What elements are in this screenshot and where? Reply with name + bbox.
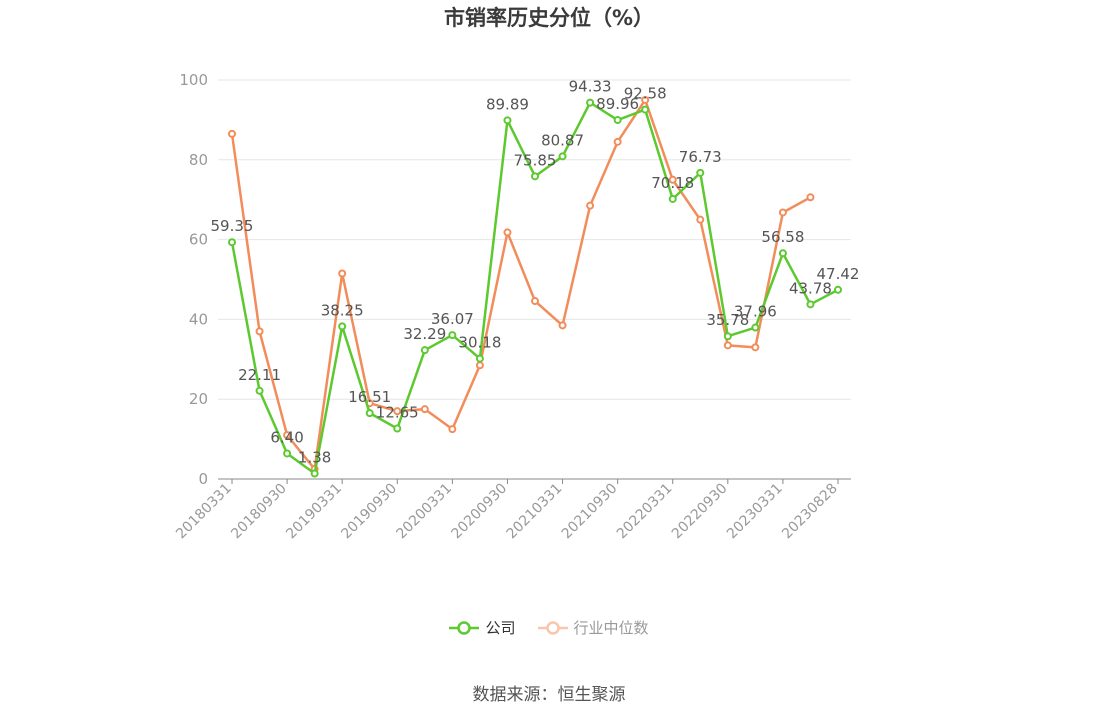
- company-data-point: [531, 172, 539, 181]
- company-data-label: 30.18: [458, 334, 501, 352]
- company-data-point: [228, 238, 236, 247]
- company-data-point: [310, 469, 319, 478]
- company-data-label: 32.29: [403, 325, 446, 343]
- x-tick-label: 20210331: [504, 481, 566, 543]
- company-data-label: 6.40: [270, 428, 303, 446]
- x-tick-label: 20230331: [724, 481, 786, 543]
- industry-data-point: [228, 129, 236, 138]
- company-data-label: 80.87: [541, 131, 584, 149]
- legend-industry-line-icon: [537, 620, 568, 635]
- company-data-point: [696, 168, 705, 177]
- industry-data-point: [531, 297, 539, 306]
- industry-data-point: [641, 95, 650, 104]
- company-data-label: 59.35: [211, 217, 254, 235]
- company-data-point: [393, 424, 402, 433]
- company-data-label: 89.89: [486, 95, 529, 113]
- x-tick-label: 20220930: [669, 481, 731, 543]
- industry-data-point: [751, 343, 760, 352]
- industry-data-point: [668, 175, 677, 184]
- company-data-label: 75.85: [514, 151, 557, 169]
- company-data-point: [475, 354, 484, 363]
- industry-data-point: [586, 201, 595, 210]
- company-data-point: [723, 332, 732, 341]
- company-data-label: 92.58: [624, 85, 667, 103]
- company-data-label: 89.96: [596, 95, 639, 113]
- industry-data-point: [448, 425, 457, 434]
- industry-data-point: [696, 215, 705, 224]
- company-data-label: 35.78: [706, 311, 749, 329]
- x-tick-label: 20200930: [449, 481, 511, 543]
- company-data-point: [641, 105, 650, 114]
- x-tick-label: 20200331: [393, 481, 455, 543]
- legend-item-industry[interactable]: 行业中位数: [537, 617, 649, 638]
- y-tick-label: 20: [189, 390, 208, 408]
- company-data-label: 1.38: [298, 448, 331, 466]
- data-source-note: 数据来源：恒生聚源: [472, 685, 626, 705]
- industry-data-point: [778, 208, 787, 217]
- company-data-point: [778, 249, 787, 258]
- chart-legend: 公司 行业中位数: [0, 617, 1098, 638]
- legend-company-label: 公司: [485, 619, 516, 637]
- company-data-point: [503, 116, 512, 125]
- company-data-label: 76.73: [679, 148, 722, 166]
- company-data-point: [668, 194, 677, 203]
- company-data-point: [751, 323, 760, 332]
- company-data-point: [420, 346, 429, 355]
- y-tick-label: 40: [189, 310, 208, 328]
- company-data-point: [806, 300, 815, 309]
- x-tick-label: 20190930: [338, 481, 400, 543]
- industry-data-point: [475, 361, 484, 370]
- legend-item-company[interactable]: 公司: [449, 617, 516, 638]
- company-data-label: 94.33: [569, 78, 612, 96]
- company-data-point: [255, 386, 264, 395]
- y-tick-label: 60: [189, 231, 208, 249]
- industry-data-point: [338, 269, 347, 278]
- x-tick-label: 20180930: [228, 481, 290, 543]
- company-data-label: 43.78: [789, 279, 832, 297]
- y-tick-label: 80: [189, 151, 208, 169]
- company-data-point: [558, 152, 567, 161]
- industry-data-point: [283, 431, 292, 440]
- industry-data-point: [503, 228, 512, 237]
- industry-data-point: [723, 341, 732, 350]
- company-data-point: [283, 449, 292, 458]
- company-data-label: 70.18: [651, 174, 694, 192]
- company-data-point: [834, 285, 842, 294]
- industry-data-point: [806, 193, 815, 202]
- company-data-label: 47.42: [817, 265, 860, 283]
- y-tick-label: 0: [198, 470, 208, 488]
- company-data-label: 22.11: [238, 366, 281, 384]
- company-data-point: [448, 331, 457, 340]
- legend-company-line-icon: [449, 620, 480, 635]
- x-tick-label: 20190331: [283, 481, 345, 543]
- company-data-label: 12.65: [376, 404, 419, 422]
- y-tick-label: 100: [179, 71, 208, 89]
- company-data-point: [338, 322, 347, 331]
- company-data-point: [365, 409, 374, 418]
- industry-data-point: [420, 405, 429, 414]
- company-data-label: 56.58: [761, 228, 804, 246]
- company-data-point: [613, 116, 622, 125]
- company-data-label: 37.96: [734, 303, 777, 321]
- company-data-label: 36.07: [431, 310, 474, 328]
- legend-industry-label: 行业中位数: [573, 619, 649, 637]
- x-tick-label: 20180331: [173, 481, 235, 543]
- industry-data-point: [558, 321, 567, 330]
- industry-series-line: [230, 98, 812, 471]
- x-tick-label: 20230828: [779, 481, 841, 543]
- chart-title: 市销率历史分位（%）: [443, 6, 655, 30]
- company-data-label: 38.25: [321, 301, 364, 319]
- x-tick-label: 20210930: [559, 481, 621, 543]
- x-tick-label: 20220331: [614, 481, 676, 543]
- industry-data-point: [255, 327, 264, 336]
- company-data-point: [586, 98, 595, 107]
- industry-data-point: [393, 407, 402, 416]
- industry-data-point: [613, 137, 622, 146]
- company-data-label: 16.51: [348, 388, 391, 406]
